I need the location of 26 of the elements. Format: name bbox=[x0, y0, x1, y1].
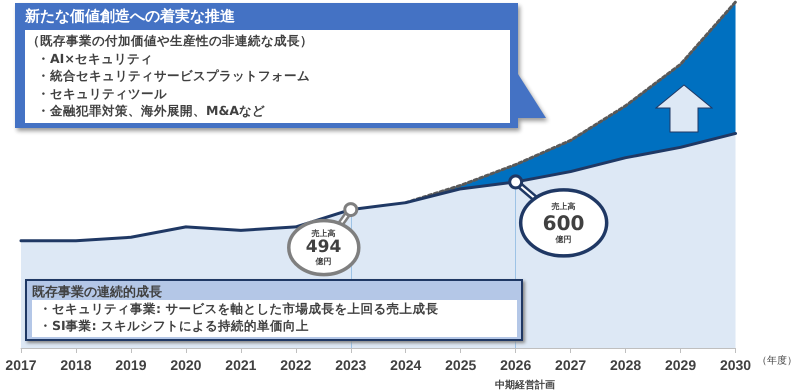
x-tick-label: 2018 bbox=[60, 357, 92, 373]
annotation: 新たな価値創造への着実な推進 bbox=[25, 7, 235, 26]
annotation: ・統合セキュリティサービスプラットフォーム bbox=[37, 68, 310, 85]
x-tick-label: 2029 bbox=[664, 357, 696, 373]
annotation: ・セキュリティツール bbox=[37, 86, 167, 102]
x-tick-label: 2020 bbox=[170, 357, 202, 373]
x-tick-label: 2028 bbox=[610, 357, 642, 373]
x-tick-label: 2025 bbox=[445, 357, 476, 373]
annotation: ・AI×セキュリティ bbox=[37, 50, 153, 68]
x-tick-label: 2021 bbox=[225, 357, 257, 373]
x-tick-label: 2017 bbox=[5, 357, 37, 373]
annotation: ・金融犯罪対策、海外展開、M&Aなど bbox=[37, 103, 266, 120]
x-tick-label: 2019 bbox=[115, 357, 147, 373]
annotation: 既存事業の連続的成長 bbox=[32, 284, 162, 301]
annotation: ・セキュリティ事業: サービスを軸とした市場成長を上回る売上成長 bbox=[39, 301, 438, 318]
x-tick-label: 2026 bbox=[500, 357, 532, 373]
text: 中期経営計画 bbox=[495, 378, 555, 391]
x-tick-label: 2027 bbox=[555, 357, 586, 373]
x-tick-label: 2023 bbox=[335, 357, 367, 373]
x-axis-title: （年度） bbox=[757, 354, 797, 366]
x-tick-label: 2022 bbox=[280, 357, 312, 373]
annotation: ・SI事業: スキルシフトによる持続的単価向上 bbox=[39, 318, 310, 335]
callout-box: 既存事業の連続的成長 ・セキュリティ事業: サービスを軸とした市場成長を上回る売上成長 ・SI事業: スキルシフトによる持続的単価向上 bbox=[25, 279, 523, 341]
annotation: （既存事業の付加価値や生産性の非連続な成長） bbox=[27, 33, 313, 50]
x-tick-label: 2024 bbox=[390, 357, 422, 373]
x-tick-label: 2030 bbox=[720, 357, 752, 373]
